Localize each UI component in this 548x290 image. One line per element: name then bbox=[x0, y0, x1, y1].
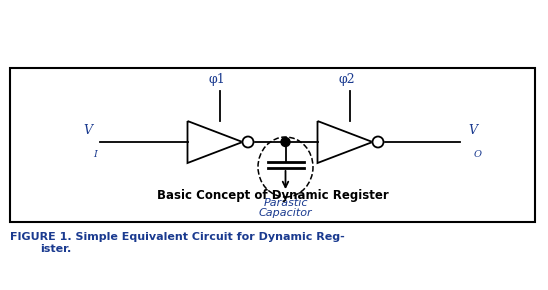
Circle shape bbox=[243, 137, 254, 148]
Text: V: V bbox=[83, 124, 92, 137]
Text: φ2: φ2 bbox=[339, 73, 355, 86]
Text: Parastic: Parastic bbox=[263, 198, 308, 208]
Text: FIGURE 1. Simple Equivalent Circuit for Dynamic Reg-: FIGURE 1. Simple Equivalent Circuit for … bbox=[10, 232, 345, 242]
Text: V: V bbox=[468, 124, 477, 137]
Circle shape bbox=[281, 137, 290, 146]
Circle shape bbox=[373, 137, 384, 148]
Text: Capacitor: Capacitor bbox=[259, 208, 312, 218]
Text: Basic Concept of Dynamic Register: Basic Concept of Dynamic Register bbox=[157, 189, 389, 202]
Text: φ1: φ1 bbox=[209, 73, 225, 86]
Bar bbox=[10, 68, 535, 222]
Text: I: I bbox=[93, 150, 97, 159]
Text: ister.: ister. bbox=[40, 244, 71, 254]
Text: O: O bbox=[474, 150, 482, 159]
